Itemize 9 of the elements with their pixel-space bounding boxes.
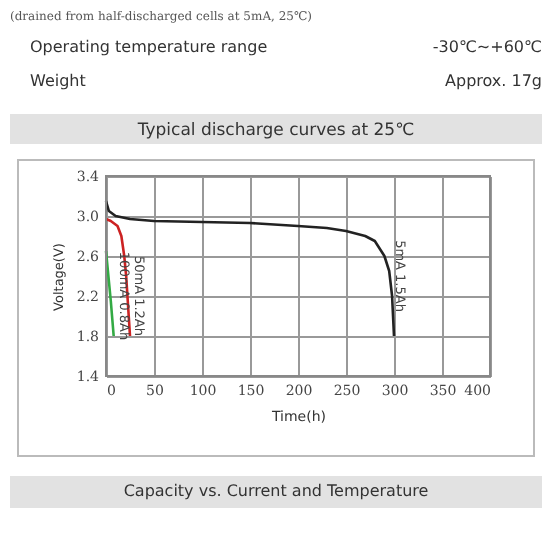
text: -30℃~+60℃ [432, 38, 543, 56]
text: Capacity vs. Current and Temperature [123, 482, 429, 500]
chart-title: Typical discharge curves at 25℃ [135, 121, 415, 141]
text: Operating temperature range [30, 38, 268, 56]
line-series [104, 249, 115, 338]
line-series [104, 217, 132, 338]
text: Weight [30, 72, 86, 90]
line-series [104, 199, 396, 338]
text: Approx. 17g [445, 72, 542, 90]
